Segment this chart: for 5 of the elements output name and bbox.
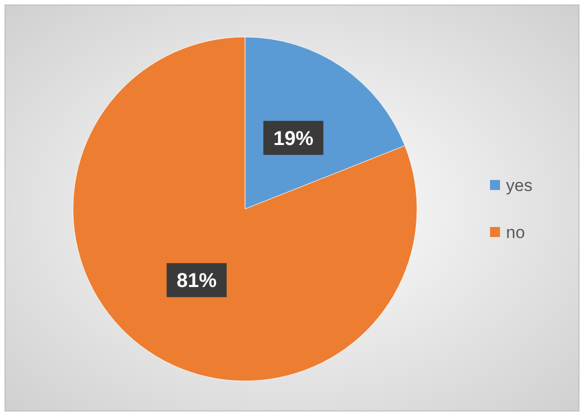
slice-label: no xyxy=(506,222,525,242)
data-label: 19% xyxy=(273,128,314,150)
legend-label: yes xyxy=(506,176,532,195)
data-label: 81% xyxy=(176,270,217,292)
pie-slice xyxy=(72,36,418,382)
